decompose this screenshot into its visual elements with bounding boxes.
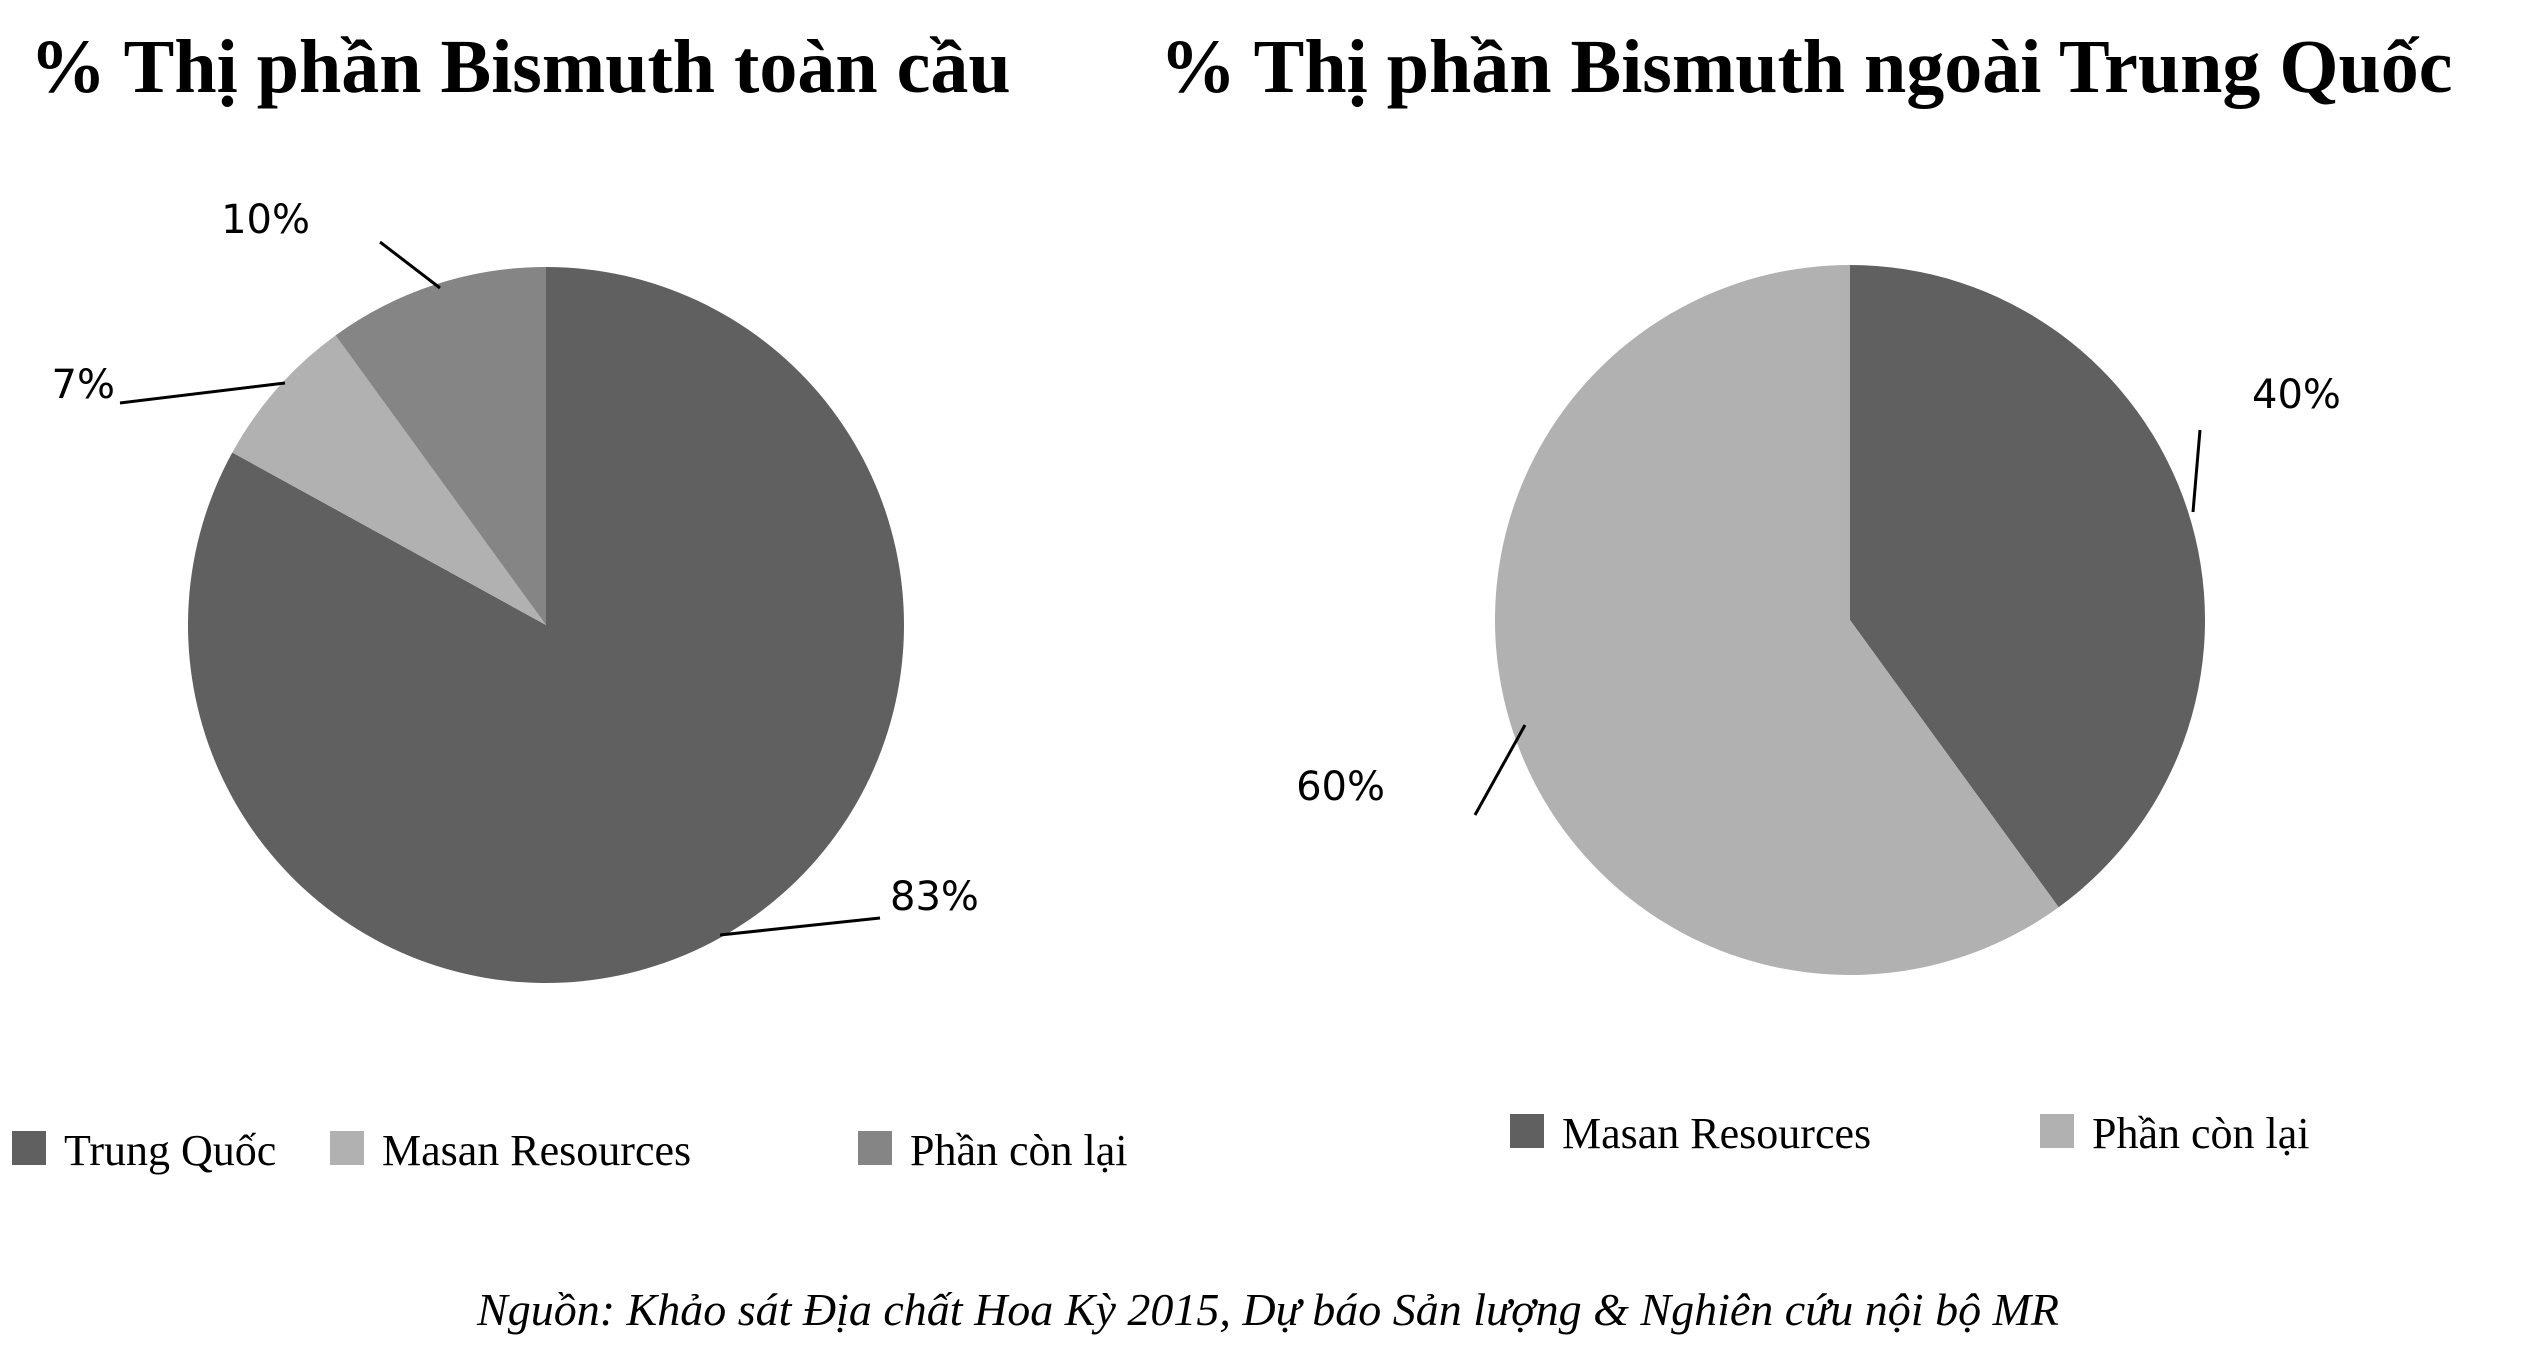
pie-slice-0-2 [335,267,546,625]
slice-label-1-0: 40% [2252,372,2341,418]
legend-swatch-0-1 [330,1131,364,1165]
pie-slices-global [187,267,904,984]
slice-label-0-2: 10% [221,197,310,243]
chart-global: % Thị phần Bismuth toàn cầu 83% 7% 10% Tru… [12,25,1128,1175]
leader-line-1-0 [2191,429,2202,513]
chart-outside-china: % Thị phần Bismuth ngoài Trung Quốc 40% 6… [1160,25,2452,1158]
pie-slices-outside-china [1495,265,2205,975]
legend-swatch-1-1 [2040,1114,2074,1148]
slice-label-1-1: 60% [1296,764,1385,810]
chart-title-global: % Thị phần Bismuth toàn cầu [30,25,1011,109]
leader-line-0-1 [119,381,286,405]
legend-label-1-1: Phần còn lại [2092,1109,2310,1158]
legend-swatch-1-0 [1510,1114,1544,1148]
legend-label-0-0: Trung Quốc [64,1126,276,1175]
legend-label-0-2: Phần còn lại [910,1126,1128,1175]
pie-slice-1-0 [1850,265,2205,908]
legend-label-1-0: Masan Resources [1562,1109,1871,1158]
pie-labels-outside-china: 40% 60% [1296,372,2341,816]
slice-label-0-1: 7% [52,362,115,408]
pie-slice-1-1 [1495,265,2059,975]
source-note: Nguồn: Khảo sát Địa chất Hoa Kỳ 2015, Dự… [476,1284,2059,1335]
legend-swatch-0-2 [858,1131,892,1165]
chart-title-outside-china: % Thị phần Bismuth ngoài Trung Quốc [1160,25,2452,109]
leader-line-1-1 [1473,724,1527,816]
leader-line-0-2 [379,240,441,290]
pie-labels-global: 83% 7% 10% [52,197,979,937]
legend-global: Trung Quốc Masan Resources Phần còn lại [12,1126,1128,1175]
legend-outside-china: Masan Resources Phần còn lại [1510,1109,2310,1158]
legend-swatch-0-0 [12,1131,46,1165]
legend-label-0-1: Masan Resources [382,1126,691,1175]
slice-label-0-0: 83% [890,874,979,920]
leader-line-0-0 [719,916,881,937]
pie-slice-0-0 [187,267,904,984]
pie-slice-0-1 [232,335,546,625]
